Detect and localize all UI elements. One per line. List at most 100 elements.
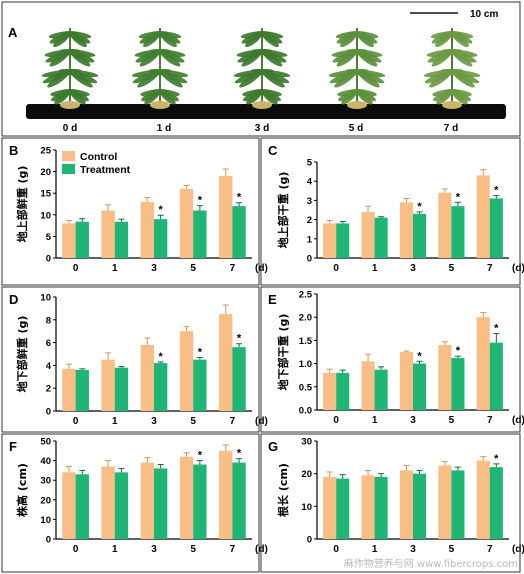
significance-mark: *	[198, 450, 203, 462]
panel-e: E 0.0 0.5 1.0 1.5 2.0 2.5 地下部干重 (g) 0 1 * 3 * 5 * 7 (d)	[260, 286, 524, 433]
y-tick-label: 0	[46, 254, 51, 265]
x-tick-label: 1	[372, 263, 378, 274]
control-bar	[101, 359, 115, 411]
plant-root-base	[60, 101, 80, 109]
y-tick-label: 6	[46, 338, 51, 349]
y-tick-label: 2.5	[299, 290, 313, 301]
legend-swatch	[62, 164, 75, 174]
plant-leaf	[336, 52, 356, 67]
x-tick-label: 3	[410, 415, 416, 426]
treatment-bar	[154, 468, 168, 539]
y-tick-label: 30	[40, 476, 51, 487]
x-tick-label: 5	[449, 544, 455, 555]
tray-base	[26, 104, 506, 119]
plant-leaf	[161, 72, 183, 88]
control-bar	[179, 188, 194, 258]
plant-leaf	[245, 34, 261, 47]
plant-leaf	[263, 92, 278, 105]
treatment-bar	[374, 217, 388, 258]
panel-letter: D	[9, 292, 18, 307]
plant-leaf	[453, 34, 469, 47]
treatment-bar	[489, 198, 503, 258]
panel-g: G 0 10 20 30 根长 (cm) 0 1 3 5 * 7 (d)	[260, 433, 524, 573]
scale-bar-label: 10 cm	[470, 9, 498, 20]
y-tick-label: 2	[46, 384, 51, 395]
treatment-bar	[451, 358, 465, 410]
legend-label: Treatment	[80, 164, 131, 176]
treatment-bar	[374, 476, 388, 539]
treatment-bar	[193, 210, 207, 258]
plant-leaf	[436, 92, 451, 105]
plant-leaf	[453, 52, 473, 67]
y-axis-label: 地下部鲜重 (g)	[15, 316, 29, 393]
x-tick-label: 1	[112, 263, 118, 274]
control-bar	[219, 314, 233, 411]
x-unit-label: (d)	[512, 544, 524, 555]
x-tick-label: 3	[410, 263, 416, 274]
x-tick-label: 5	[190, 263, 196, 274]
x-unit-label: (d)	[512, 263, 524, 274]
plant-leaf	[340, 34, 356, 47]
control-bar	[140, 462, 154, 539]
x-tick-label: 3	[151, 263, 157, 274]
day-labels: 0 d 1 d 3 d 5 d 7 d	[63, 123, 458, 134]
plant-leaf	[54, 92, 69, 105]
y-tick-label: 10	[40, 293, 51, 304]
x-tick-label: 7	[487, 263, 493, 274]
y-tick-label: 50	[40, 437, 51, 448]
treatment-bar	[75, 221, 89, 258]
significance-mark: *	[494, 185, 499, 197]
plant-leaf	[137, 72, 159, 88]
y-tick-label: 25	[40, 146, 51, 157]
control-bar	[399, 352, 413, 410]
control-bar	[219, 175, 233, 258]
treatment-bar	[451, 470, 465, 539]
control-bar	[399, 470, 413, 539]
x-tick-label: 7	[230, 263, 236, 274]
day-label: 3 d	[255, 123, 269, 134]
y-tick-label: 0	[46, 407, 51, 418]
plant-leaf	[263, 34, 279, 47]
plant-root-base	[442, 101, 462, 109]
panel-frame	[260, 433, 521, 573]
significance-mark: *	[237, 448, 242, 460]
y-tick-label: 3	[307, 196, 312, 207]
plant-photos	[41, 28, 481, 109]
control-bar	[101, 210, 115, 258]
control-bar	[361, 361, 375, 410]
x-tick-label: 7	[487, 415, 493, 426]
treatment-bar	[75, 474, 89, 539]
treatment-bar	[232, 462, 246, 539]
plant-leaf	[71, 52, 91, 67]
treatment-bar	[193, 464, 207, 539]
plant-leaf	[161, 52, 181, 67]
plant-leaf	[431, 52, 451, 67]
plant-leaf	[47, 72, 69, 88]
plant-leaf	[435, 34, 451, 47]
x-tick-label: 5	[190, 544, 196, 555]
control-bar	[399, 202, 413, 258]
legend-swatch	[62, 151, 75, 161]
y-tick-label: 0	[307, 254, 312, 265]
plant-leaf	[263, 72, 285, 88]
plant-2	[233, 28, 291, 109]
y-tick-label: 4	[46, 361, 52, 372]
control-bar	[179, 456, 194, 539]
control-bar	[476, 175, 490, 258]
control-bar	[323, 372, 337, 410]
control-bar	[438, 192, 452, 258]
x-tick-label: 3	[151, 544, 157, 555]
significance-mark: *	[417, 201, 422, 213]
panel-frame	[1, 433, 260, 573]
plant-leaf	[241, 52, 261, 67]
treatment-bar	[193, 359, 207, 411]
x-tick-label: 7	[230, 544, 236, 555]
control-bar	[476, 317, 490, 410]
treatment-bar	[154, 219, 168, 258]
y-tick-label: 2	[307, 215, 312, 226]
y-axis-label: 株高 (cm)	[15, 463, 29, 517]
plant-leaf	[161, 34, 177, 47]
y-tick-label: 2.0	[299, 313, 312, 324]
significance-mark: *	[417, 350, 422, 362]
